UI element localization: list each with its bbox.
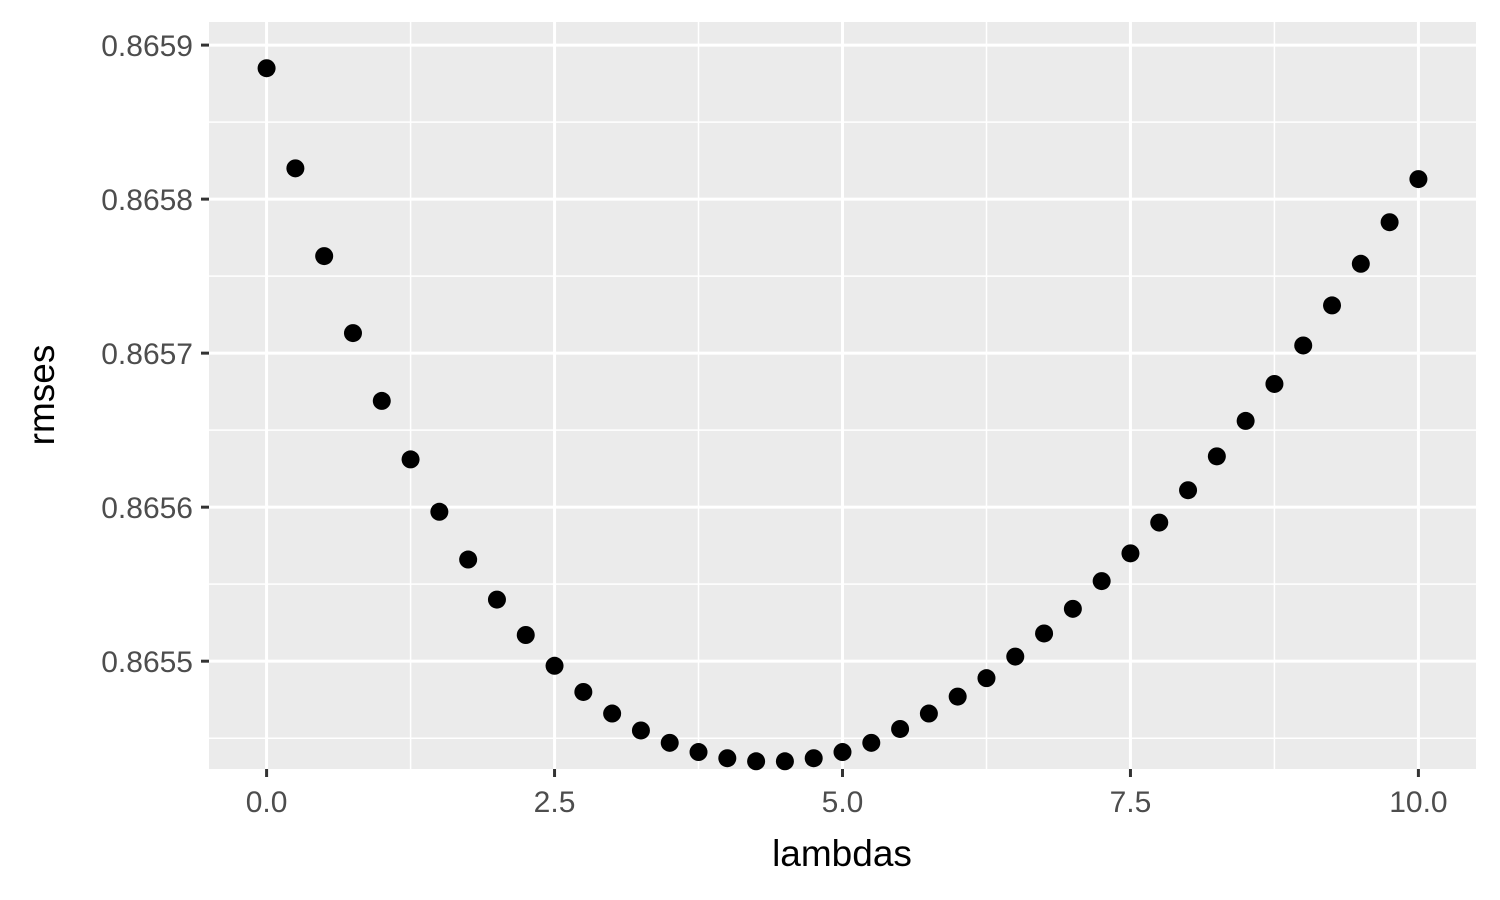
data-point: [372, 391, 391, 410]
data-point: [948, 687, 967, 706]
data-point: [833, 743, 852, 762]
data-point: [1035, 624, 1054, 643]
data-point: [775, 752, 794, 771]
data-point: [1207, 447, 1226, 466]
data-point: [977, 669, 996, 688]
data-point: [545, 656, 564, 675]
data-point: [430, 502, 449, 521]
data-point: [315, 247, 334, 266]
data-point: [1409, 170, 1428, 189]
data-point: [487, 590, 506, 609]
data-point: [1265, 374, 1284, 393]
x-axis-title: lambdas: [772, 833, 912, 874]
x-tick-label: 10.0: [1389, 786, 1447, 819]
y-tick-label: 0.8656: [101, 492, 193, 525]
x-axis: 0.0 2.5 5.0 7.5 10.0: [246, 769, 1448, 819]
data-point: [1380, 213, 1399, 232]
data-point: [660, 733, 679, 752]
data-point: [401, 450, 420, 469]
x-tick-label: 5.0: [822, 786, 864, 819]
y-tick-label: 0.8659: [101, 30, 193, 63]
data-point: [1236, 411, 1255, 430]
major-gridlines: [209, 22, 1476, 769]
data-point: [574, 682, 593, 701]
y-tick-label: 0.8658: [101, 184, 193, 217]
data-point: [1179, 481, 1198, 500]
data-point: [747, 752, 766, 771]
y-tick-label: 0.8657: [101, 338, 193, 371]
data-point: [603, 704, 622, 723]
data-point: [1150, 513, 1169, 532]
data-point: [257, 59, 276, 78]
data-points: [257, 59, 1428, 771]
data-point: [516, 626, 535, 645]
data-point: [343, 324, 362, 343]
data-point: [286, 159, 305, 178]
data-point: [804, 749, 823, 768]
data-point: [718, 749, 737, 768]
data-point: [1092, 572, 1111, 591]
data-point: [1063, 599, 1082, 618]
data-point: [631, 721, 650, 740]
data-point: [862, 733, 881, 752]
data-point: [1294, 336, 1313, 355]
y-tick-label: 0.8655: [101, 646, 193, 679]
y-axis-title: rmses: [21, 345, 62, 446]
data-point: [891, 719, 910, 738]
x-tick-label: 2.5: [534, 786, 576, 819]
y-axis: 0.8655 0.8656 0.8657 0.8658 0.8659: [101, 30, 209, 679]
data-point: [1323, 296, 1342, 315]
data-point: [1121, 544, 1140, 563]
data-point: [1006, 647, 1025, 666]
x-tick-label: 7.5: [1110, 786, 1152, 819]
data-point: [459, 550, 478, 569]
data-point: [1351, 254, 1370, 273]
data-point: [689, 743, 708, 762]
x-tick-label: 0.0: [246, 786, 288, 819]
data-point: [919, 704, 938, 723]
